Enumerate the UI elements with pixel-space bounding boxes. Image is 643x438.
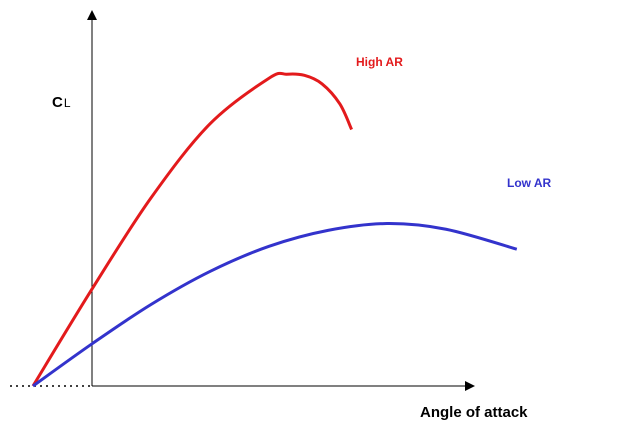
x-axis-label: Angle of attack: [420, 404, 528, 421]
series-label-high-ar: High AR: [356, 55, 403, 69]
series-line-high-ar: [31, 71, 353, 387]
series-group: [31, 71, 518, 388]
series-line-low-ar: [32, 222, 518, 388]
y-axis-label: CL: [52, 94, 71, 111]
series-label-low-ar: Low AR: [507, 176, 552, 190]
axes-group: [87, 10, 475, 391]
y-axis-label-subscript: L: [64, 96, 71, 110]
y-axis-label-main: C: [52, 94, 63, 111]
